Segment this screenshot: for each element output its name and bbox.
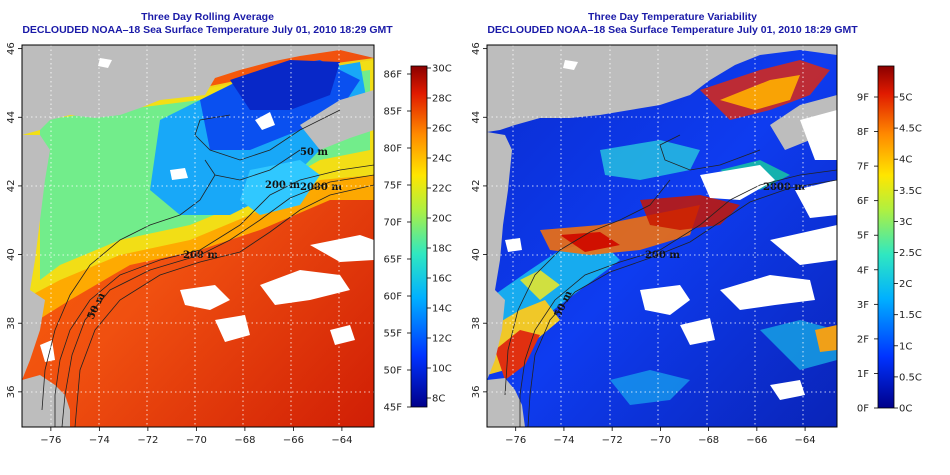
left-c-colorbar-label: 22C <box>432 184 452 195</box>
left-f-colorbar-label: 80F <box>384 144 403 155</box>
left-lat-tick-label: 40 <box>6 248 17 261</box>
right-f-colorbar-label: 0F <box>857 404 869 415</box>
left-lon-tick-label: −68 <box>234 435 255 446</box>
right-contour-label-200m: 200 m <box>645 250 680 261</box>
left-f-colorbar-label: 55F <box>384 329 403 340</box>
left-lat-tick-label: 44 <box>6 111 17 124</box>
right-lat-tick-label: 44 <box>471 111 482 124</box>
right-lat-tick-label: 40 <box>471 248 482 261</box>
right-lon-tick-label: −70 <box>650 435 671 446</box>
left-lon-tick-label: −70 <box>186 435 207 446</box>
right-lat-tick-label: 38 <box>471 317 482 330</box>
right-f-colorbar-label: 6F <box>857 196 869 207</box>
right-c-colorbar-label: 5C <box>899 93 912 104</box>
right-f-colorbar-label: 5F <box>857 231 869 242</box>
right-f-colorbar-label: 7F <box>857 162 869 173</box>
right-lat-tick-label: 46 <box>471 42 482 55</box>
left-f-colorbar-label: 45F <box>384 403 403 414</box>
left-lat-tick-label: 36 <box>6 385 17 398</box>
right-lat-tick-label: 42 <box>471 180 482 193</box>
left-c-colorbar-label: 26C <box>432 124 452 135</box>
left-c-colorbar-label: 28C <box>432 94 452 105</box>
left-f-colorbar-label: 85F <box>384 107 403 118</box>
left-map-subtitle: DECLOUDED NOAA–18 Sea Surface Temperatur… <box>22 24 393 36</box>
left-lon-tick-label: −64 <box>331 435 352 446</box>
right-variability-patches <box>487 60 837 405</box>
right-map-title: Three Day Temperature Variability <box>587 11 758 23</box>
left-c-colorbar-label: 14C <box>432 304 452 315</box>
left-c-colorbar-label: 10C <box>432 364 452 375</box>
left-f-colorbar-label: 75F <box>384 181 403 192</box>
left-f-colorbar-label: 70F <box>384 218 403 229</box>
right-f-colorbar-label: 9F <box>857 93 869 104</box>
left-lon-tick-label: −72 <box>137 435 158 446</box>
right-c-colorbar-label: 1.5C <box>899 310 922 321</box>
right-lon-tick-label: −68 <box>698 435 719 446</box>
left-c-colorbar-label: 30C <box>432 64 452 75</box>
right-c-colorbar-label: 4C <box>899 155 912 166</box>
right-colorbar: 9F 8F 7F 6F 5F 4F 3F 2F 1F 0F 5C 4.5C 4C 3.5C 3C 2.5C 2… <box>857 65 922 415</box>
left-lon-tick-label: −66 <box>283 435 304 446</box>
right-contour-label-2000m: 2000 m <box>763 182 805 193</box>
left-colorbar: 86F 85F 80F 75F 70F 65F 60F 55F 50F 45F 30C 28C 26C… <box>384 64 452 414</box>
right-lon-tick-label: −76 <box>505 435 526 446</box>
left-c-colorbar-label: 12C <box>432 334 452 345</box>
right-f-colorbar-label: 1F <box>857 369 869 380</box>
right-f-colorbar-label: 3F <box>857 300 869 311</box>
left-f-colorbar-label: 50F <box>384 366 403 377</box>
right-bathymetry-contours <box>504 134 837 427</box>
right-cloud-patches <box>505 60 837 400</box>
left-lat-tick-label: 46 <box>6 42 17 55</box>
left-map-title: Three Day Rolling Average <box>141 11 274 23</box>
right-c-colorbar-label: 1C <box>899 341 912 352</box>
right-map-frame <box>486 44 838 428</box>
left-contour-label-200m-b: 200 m <box>265 180 300 191</box>
left-f-colorbar-label: 60F <box>384 292 403 303</box>
right-lon-tick-label: −74 <box>553 435 574 446</box>
left-c-colorbar-label: 8C <box>432 394 445 405</box>
right-c-colorbar-label: 3C <box>899 217 912 228</box>
left-lon-tick-label: −76 <box>40 435 61 446</box>
left-grid <box>22 45 374 427</box>
right-c-colorbar-label: 2.5C <box>899 248 922 259</box>
right-map-subtitle: DECLOUDED NOAA–18 Sea Surface Temperatur… <box>487 24 858 36</box>
right-c-colorbar-label: 2C <box>899 279 912 290</box>
right-c-colorbar-label: 0C <box>899 404 912 415</box>
left-map: 2000 m 200 m 50 m 200 m 50 m <box>22 45 374 427</box>
left-c-colorbar-label: 20C <box>432 214 452 225</box>
right-lon-tick-label: −66 <box>746 435 767 446</box>
left-contour-label-2000m: 2000 m <box>300 182 342 193</box>
right-axes: −76 −74 −72 −70 −68 −66 −64 36 38 40 42 44 46 <box>471 42 816 446</box>
right-lon-tick-label: −64 <box>795 435 816 446</box>
right-c-colorbar-label: 0.5C <box>899 372 922 383</box>
left-lat-tick-label: 42 <box>6 180 17 193</box>
left-contour-label-200m: 200 m <box>183 250 218 261</box>
right-f-colorbar-label: 4F <box>857 265 869 276</box>
right-f-colorbar-label: 8F <box>857 127 869 138</box>
left-f-colorbar-label: 65F <box>384 255 403 266</box>
right-f-colorbar-label: 2F <box>857 334 869 345</box>
right-lon-tick-label: −72 <box>602 435 623 446</box>
right-map: 2000 m 200 m 50 m <box>487 45 837 427</box>
left-bathymetry-contours <box>41 109 374 427</box>
left-cloud-patches <box>40 58 374 362</box>
right-grid <box>487 45 837 427</box>
left-axes: −76 −74 −72 −70 −68 −66 −64 36 38 40 42 44 46 <box>6 42 352 446</box>
left-lat-tick-label: 38 <box>6 317 17 330</box>
left-contour-label-50m-b: 50 m <box>300 147 328 158</box>
right-c-colorbar-label: 3.5C <box>899 186 922 197</box>
left-map-frame <box>21 44 375 428</box>
right-c-colorbar-label: 4.5C <box>899 124 922 135</box>
left-f-colorbar-label: 86F <box>384 70 403 81</box>
left-c-colorbar-label: 18C <box>432 244 452 255</box>
left-c-colorbar-label: 24C <box>432 154 452 165</box>
left-lon-tick-label: −74 <box>89 435 110 446</box>
right-lat-tick-label: 36 <box>471 385 482 398</box>
left-c-colorbar-label: 16C <box>432 274 452 285</box>
